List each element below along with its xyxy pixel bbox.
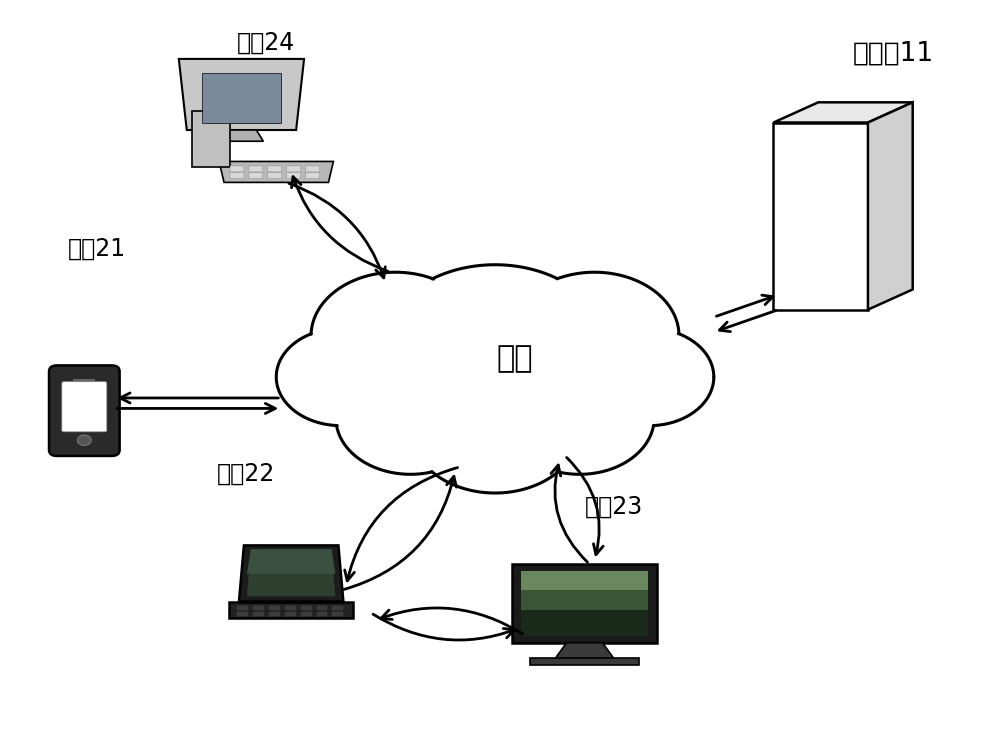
Polygon shape — [192, 112, 230, 167]
Circle shape — [381, 265, 609, 437]
Bar — [301, 606, 312, 610]
Text: 终端21: 终端21 — [68, 237, 126, 261]
Polygon shape — [521, 571, 648, 610]
Text: 终端22: 终端22 — [217, 461, 276, 486]
FancyBboxPatch shape — [268, 166, 282, 172]
Polygon shape — [229, 602, 353, 618]
FancyBboxPatch shape — [306, 173, 320, 179]
Bar — [332, 606, 343, 610]
Polygon shape — [773, 103, 913, 123]
Bar — [301, 612, 312, 616]
Bar — [237, 606, 248, 610]
FancyArrowPatch shape — [292, 176, 388, 271]
Bar — [269, 612, 280, 616]
Text: 终端24: 终端24 — [237, 31, 295, 55]
FancyArrowPatch shape — [120, 393, 278, 403]
FancyBboxPatch shape — [49, 366, 120, 456]
FancyBboxPatch shape — [62, 382, 107, 432]
Bar — [332, 612, 343, 616]
Polygon shape — [555, 642, 614, 659]
Polygon shape — [773, 123, 868, 310]
Text: 服务器11: 服务器11 — [852, 41, 933, 66]
Polygon shape — [239, 545, 343, 602]
Bar — [530, 657, 639, 665]
Polygon shape — [521, 571, 648, 636]
Polygon shape — [521, 571, 648, 590]
Polygon shape — [247, 549, 335, 574]
FancyBboxPatch shape — [249, 166, 263, 172]
Polygon shape — [512, 564, 657, 642]
Bar — [317, 606, 327, 610]
FancyArrowPatch shape — [567, 458, 603, 555]
Bar — [237, 612, 248, 616]
Circle shape — [311, 272, 480, 400]
FancyBboxPatch shape — [268, 173, 282, 179]
FancyArrowPatch shape — [551, 465, 587, 562]
Bar — [253, 612, 264, 616]
FancyArrowPatch shape — [345, 467, 458, 581]
FancyBboxPatch shape — [230, 173, 244, 179]
Circle shape — [505, 362, 654, 474]
Bar — [285, 606, 296, 610]
Polygon shape — [219, 161, 333, 182]
Bar — [285, 612, 296, 616]
FancyBboxPatch shape — [306, 166, 320, 172]
FancyBboxPatch shape — [230, 166, 244, 172]
FancyArrowPatch shape — [344, 477, 456, 590]
Text: 终端23: 终端23 — [585, 495, 643, 520]
FancyArrowPatch shape — [716, 295, 773, 316]
Circle shape — [411, 366, 580, 493]
Polygon shape — [247, 549, 335, 596]
Polygon shape — [220, 130, 263, 141]
FancyBboxPatch shape — [287, 173, 301, 179]
Bar — [253, 606, 264, 610]
Circle shape — [336, 362, 485, 474]
Circle shape — [585, 328, 714, 426]
FancyArrowPatch shape — [117, 403, 275, 413]
FancyBboxPatch shape — [287, 166, 301, 172]
FancyBboxPatch shape — [249, 173, 263, 179]
Bar — [269, 606, 280, 610]
FancyArrowPatch shape — [381, 608, 523, 634]
FancyArrowPatch shape — [289, 183, 385, 278]
Bar — [317, 612, 327, 616]
FancyArrowPatch shape — [719, 311, 776, 332]
Polygon shape — [202, 72, 281, 123]
Text: 网络: 网络 — [497, 344, 533, 372]
FancyArrowPatch shape — [373, 615, 514, 640]
Circle shape — [510, 272, 679, 400]
Polygon shape — [868, 103, 913, 310]
Circle shape — [77, 435, 91, 446]
Circle shape — [276, 328, 406, 426]
Polygon shape — [179, 59, 304, 130]
